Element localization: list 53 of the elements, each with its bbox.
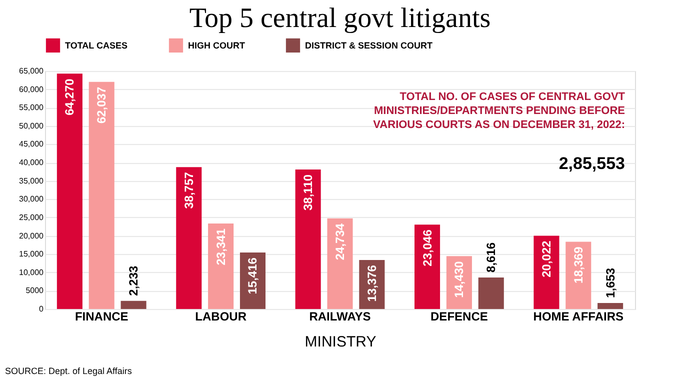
annotation: TOTAL NO. OF CASES OF CENTRAL GOVT MINISTRIES/DEPARTMENTS PENDING BEFORE VARIOUS COURTS AS ON DECEMBER 31, 2022: xyxy=(373,91,626,131)
y-tick-label: 5000 xyxy=(26,286,44,296)
bar xyxy=(598,302,624,309)
y-tick-label: 0 xyxy=(39,304,44,314)
x-tick-label: RAILWAYS xyxy=(309,310,371,324)
y-tick-label: 10,000 xyxy=(19,268,44,277)
data-label: 23,341 xyxy=(214,228,228,266)
data-label: 38,757 xyxy=(182,172,196,209)
data-label: 24,734 xyxy=(333,223,347,260)
data-label: 18,369 xyxy=(571,246,586,284)
source-note: SOURCE: Dept. of Legal Affairs xyxy=(5,366,132,376)
x-axis-title: MINISTRY xyxy=(304,334,376,350)
bar xyxy=(414,224,440,309)
data-label: 14,430 xyxy=(452,260,466,298)
y-tick-label: 15,000 xyxy=(19,250,44,259)
legend-label: DISTRICT & SESSION COURT xyxy=(305,40,434,50)
x-tick-label: DEFENCE xyxy=(430,310,488,324)
data-label: 62,037 xyxy=(94,86,109,124)
bar xyxy=(56,74,82,309)
bar xyxy=(88,82,114,309)
legend-label: TOTAL CASES xyxy=(65,40,128,50)
y-tick-label: 35,000 xyxy=(19,176,44,186)
data-label: 1,653 xyxy=(603,268,618,298)
chart-title: Top 5 central govt litigants xyxy=(189,3,491,34)
annotation: 2,85,553 xyxy=(558,154,625,173)
data-label: 38,110 xyxy=(301,174,316,211)
bar xyxy=(295,169,321,309)
y-tick-label: 30,000 xyxy=(19,194,44,204)
legend-label: HIGH COURT xyxy=(188,40,246,50)
data-label: 2,233 xyxy=(126,265,141,296)
data-label: 23,046 xyxy=(420,229,434,266)
data-label: 20,022 xyxy=(539,240,554,278)
x-tick-label: HOME AFFAIRS xyxy=(533,310,624,324)
data-label: 13,376 xyxy=(364,264,379,302)
data-label: 15,416 xyxy=(246,257,260,294)
bar xyxy=(534,236,560,309)
y-tick-label: 40,000 xyxy=(19,158,44,168)
y-tick-label: 55,000 xyxy=(19,103,44,112)
bar xyxy=(176,167,202,309)
y-tick-label: 20,000 xyxy=(19,231,44,240)
y-tick-label: 45,000 xyxy=(19,140,44,149)
bar xyxy=(478,277,504,309)
x-tick-label: FINANCE xyxy=(74,310,128,324)
y-tick-label: 50,000 xyxy=(19,121,44,130)
data-label: 64,270 xyxy=(62,78,77,116)
x-tick-label: LABOUR xyxy=(195,310,247,324)
bar xyxy=(327,218,353,309)
y-tick-label: 25,000 xyxy=(19,212,44,222)
data-label: 8,616 xyxy=(484,242,498,272)
y-tick-label: 60,000 xyxy=(19,84,44,94)
y-tick-label: 65,000 xyxy=(19,66,44,76)
bar xyxy=(208,224,234,309)
bar xyxy=(120,300,146,309)
